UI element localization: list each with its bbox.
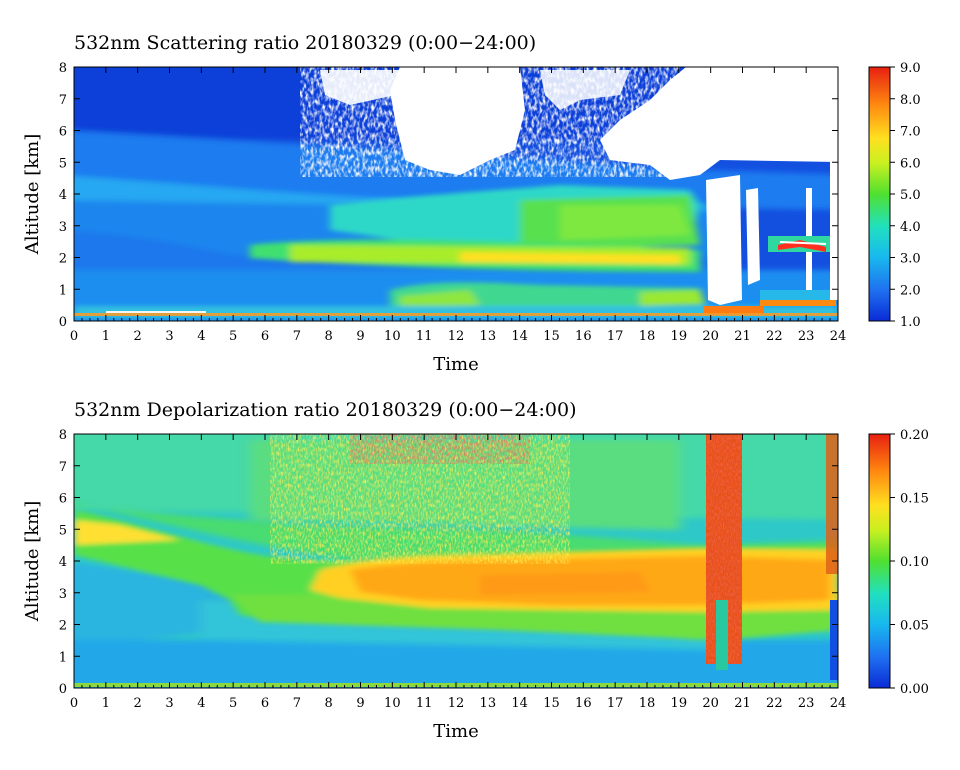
panel1-axes: 0 1 2 3 4 5 6 7 8 9 10 11 12 13 14 15 16 17 18 19 20 21 22 23 24… — [59, 61, 847, 344]
colorbar-tick-label: 0.00 — [900, 682, 929, 697]
x-tick-label: 6 — [261, 329, 269, 344]
panel1-colorbar — [868, 66, 891, 322]
x-tick-label: 6 — [261, 696, 269, 711]
x-tick-label: 12 — [448, 696, 465, 711]
x-tick-label: 22 — [766, 696, 783, 711]
colorbar-tick-label: 0.20 — [900, 428, 929, 443]
y-tick-label: 8 — [59, 61, 67, 76]
y-tick-label: 3 — [59, 220, 67, 235]
x-tick-label: 15 — [543, 696, 560, 711]
x-tick-label: 9 — [356, 696, 364, 711]
x-tick-label: 13 — [480, 329, 497, 344]
x-tick-label: 10 — [384, 329, 401, 344]
x-tick-label: 18 — [639, 329, 656, 344]
y-tick-label: 1 — [59, 283, 67, 298]
y-tick-label: 3 — [59, 587, 67, 602]
panel2-title: 532nm Depolarization ratio 20180329 (0:0… — [74, 399, 576, 421]
y-tick-label: 6 — [59, 492, 67, 507]
x-tick-label: 5 — [229, 329, 237, 344]
x-tick-label: 20 — [702, 696, 719, 711]
panel2-axes: 0 1 2 3 4 5 6 7 8 9 10 11 12 13 14 15 16 17 18 19 20 21 22 23 24… — [59, 428, 847, 711]
x-tick-label: 10 — [384, 696, 401, 711]
x-tick-label: 9 — [356, 329, 364, 344]
y-tick-label: 4 — [59, 188, 67, 203]
x-tick-label: 11 — [416, 696, 433, 711]
x-tick-label: 1 — [102, 329, 110, 344]
x-tick-label: 15 — [543, 329, 560, 344]
y-tick-label: 6 — [59, 125, 67, 140]
x-tick-label: 0 — [70, 696, 78, 711]
x-tick-label: 4 — [197, 329, 205, 344]
panel1-plot-area — [74, 67, 838, 321]
colorbar-tick-label: 4.0 — [900, 220, 921, 235]
x-tick-label: 16 — [575, 696, 592, 711]
panel2-xlabel: Time — [433, 721, 478, 742]
panel1-colorbar-ticks: 1.0 2.0 3.0 4.0 5.0 6.0 7.0 8.0 9.0 — [890, 61, 921, 330]
x-tick-label: 21 — [734, 696, 751, 711]
x-tick-label: 13 — [480, 696, 497, 711]
y-tick-label: 0 — [59, 315, 67, 330]
colorbar-tick-label: 3.0 — [900, 252, 921, 267]
panel2-colorbar — [868, 433, 891, 689]
colorbar-tick-label: 6.0 — [900, 156, 921, 171]
colorbar-tick-label: 0.05 — [900, 619, 929, 634]
x-tick-label: 12 — [448, 329, 465, 344]
x-tick-label: 23 — [798, 696, 815, 711]
colorbar-tick-label: 0.10 — [900, 555, 929, 570]
y-tick-label: 1 — [59, 650, 67, 665]
y-tick-label: 4 — [59, 555, 67, 570]
y-tick-label: 0 — [59, 682, 67, 697]
y-tick-label: 2 — [59, 252, 67, 267]
x-tick-label: 7 — [293, 329, 301, 344]
x-tick-label: 14 — [511, 329, 528, 344]
x-tick-label: 0 — [70, 329, 78, 344]
y-tick-label: 5 — [59, 523, 67, 538]
x-tick-label: 1 — [102, 696, 110, 711]
y-tick-label: 7 — [59, 460, 67, 475]
x-tick-label: 19 — [671, 329, 688, 344]
colorbar-tick-label: 8.0 — [900, 93, 921, 108]
x-tick-label: 8 — [325, 696, 333, 711]
colorbar-tick-label: 9.0 — [900, 61, 921, 76]
x-tick-label: 8 — [325, 329, 333, 344]
colorbar-tick-label: 2.0 — [900, 283, 921, 298]
x-tick-label: 14 — [511, 696, 528, 711]
x-tick-label: 24 — [830, 696, 847, 711]
panel1-ylabel: Altitude [km] — [22, 134, 43, 256]
y-tick-label: 8 — [59, 428, 67, 443]
x-tick-label: 16 — [575, 329, 592, 344]
y-tick-label: 2 — [59, 619, 67, 634]
x-tick-label: 7 — [293, 696, 301, 711]
x-tick-label: 23 — [798, 329, 815, 344]
x-tick-label: 24 — [830, 329, 847, 344]
panel2-ylabel: Altitude [km] — [22, 501, 43, 623]
x-tick-label: 17 — [607, 696, 624, 711]
x-tick-label: 4 — [197, 696, 205, 711]
x-tick-label: 5 — [229, 696, 237, 711]
x-tick-label: 22 — [766, 329, 783, 344]
x-tick-label: 18 — [639, 696, 656, 711]
y-tick-label: 7 — [59, 93, 67, 108]
x-tick-label: 2 — [134, 696, 142, 711]
panel1-title: 532nm Scattering ratio 20180329 (0:00−24… — [74, 32, 536, 54]
x-tick-label: 19 — [671, 696, 688, 711]
x-tick-label: 2 — [134, 329, 142, 344]
colorbar-tick-label: 5.0 — [900, 188, 921, 203]
y-tick-label: 5 — [59, 156, 67, 171]
x-tick-label: 3 — [165, 696, 173, 711]
colorbar-tick-label: 1.0 — [900, 315, 921, 330]
panel2-plot-area — [74, 434, 838, 688]
colorbar-tick-label: 7.0 — [900, 125, 921, 140]
x-tick-label: 3 — [165, 329, 173, 344]
x-tick-label: 17 — [607, 329, 624, 344]
x-tick-label: 11 — [416, 329, 433, 344]
panel1-xlabel: Time — [433, 354, 478, 375]
colorbar-tick-label: 0.15 — [900, 492, 929, 507]
panel2-colorbar-ticks: 0.00 0.05 0.10 0.15 0.20 — [890, 428, 929, 697]
x-tick-label: 21 — [734, 329, 751, 344]
x-tick-label: 20 — [702, 329, 719, 344]
